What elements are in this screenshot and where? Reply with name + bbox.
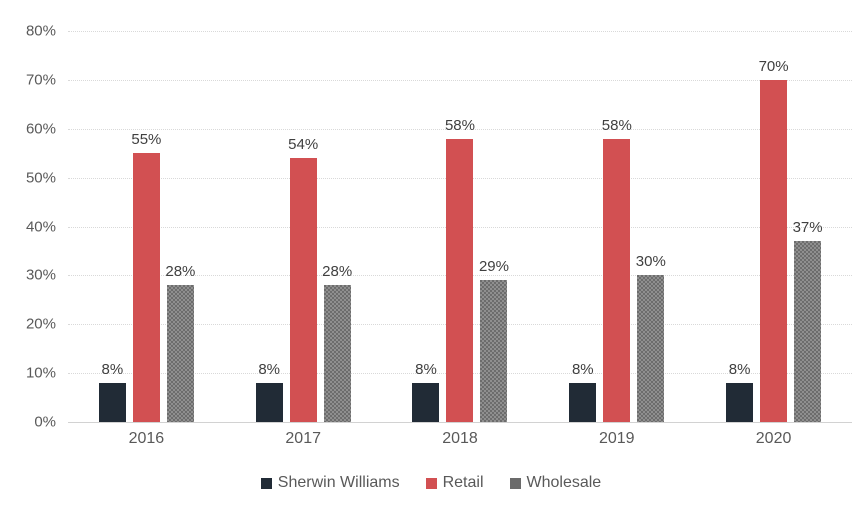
data-label: 8% <box>728 360 751 378</box>
data-label: 8% <box>258 360 281 378</box>
data-label: 58% <box>444 116 475 134</box>
data-label: 37% <box>792 219 823 237</box>
bar-group-2020: 8% 70% 37% <box>695 31 852 422</box>
x-tick-label-2016: 2016 <box>128 430 165 447</box>
y-tick-label: 20% <box>25 315 56 333</box>
bar-sherwin-williams-2020: 8% <box>726 361 754 422</box>
legend: Sherwin Williams Retail Wholesale <box>0 474 862 492</box>
bar-sherwin-williams-2019: 8% <box>569 361 597 422</box>
y-tick-label: 80% <box>25 22 56 40</box>
x-tick-label-2018: 2018 <box>442 430 478 447</box>
bar-groups: 8% 55% 28% 8% 54% 28% 8% 58% 29% 8% 58% 30% 8% 70% 37% <box>68 31 852 422</box>
data-label: 54% <box>288 136 319 154</box>
legend-label: Retail <box>442 474 484 491</box>
legend-label: Sherwin Williams <box>277 474 400 491</box>
bar-sherwin-williams-2017: 8% <box>255 361 283 422</box>
data-label: 8% <box>415 360 437 378</box>
legend-item-retail: Retail <box>425 474 484 492</box>
legend-marker-icon <box>509 477 521 489</box>
bar-retail-2017: 54% <box>288 136 318 422</box>
bar-group-2018: 8% 58% 29% <box>382 31 539 422</box>
bar-wholesale-2016: 28% <box>165 263 195 422</box>
bar-group-2016: 8% 55% 28% <box>68 31 225 422</box>
data-label: 8% <box>101 360 124 378</box>
y-tick-label: 0% <box>34 413 56 431</box>
x-tick-label-2019: 2019 <box>598 430 635 447</box>
data-label: 8% <box>571 360 594 378</box>
bar-wholesale-2018: 29% <box>479 258 509 422</box>
y-tick-label: 10% <box>25 364 56 382</box>
y-tick-label: 60% <box>25 120 56 138</box>
bar-wholesale-2019: 30% <box>636 253 666 422</box>
y-tick-label: 50% <box>25 169 56 187</box>
legend-item-wholesale: Wholesale <box>509 474 602 492</box>
bar-retail-2016: 55% <box>131 131 161 422</box>
y-tick-label: 70% <box>25 71 56 89</box>
plot-area: 8% 55% 28% 8% 54% 28% 8% 58% 29% 8% 58% 30% 8% 70% 37% <box>68 31 852 423</box>
x-tick-label-2020: 2020 <box>755 430 792 447</box>
data-label: 58% <box>601 116 632 134</box>
gridline <box>68 31 852 32</box>
legend-marker-icon <box>260 477 272 489</box>
gridline <box>68 79 852 81</box>
data-label: 28% <box>165 263 196 281</box>
data-label: 70% <box>758 57 789 75</box>
bar-group-2019: 8% 58% 30% <box>538 31 695 422</box>
bar-retail-2019: 58% <box>602 117 632 422</box>
data-label: 29% <box>478 258 509 276</box>
x-axis: 2016 2017 2018 2019 2020 <box>68 430 852 448</box>
x-tick-label-2017: 2017 <box>285 430 321 447</box>
bar-group-2017: 8% 54% 28% <box>225 31 382 422</box>
bar-retail-2018: 58% <box>445 117 475 422</box>
x-axis-line <box>68 422 852 423</box>
bar-wholesale-2020: 37% <box>793 219 823 422</box>
data-label: 28% <box>322 263 353 281</box>
gridline <box>68 128 852 130</box>
data-label: 55% <box>131 131 162 149</box>
bar-retail-2020: 70% <box>759 58 789 422</box>
legend-marker-icon <box>425 477 437 489</box>
legend-item-sherwin-williams: Sherwin Williams <box>260 474 400 492</box>
bar-wholesale-2017: 28% <box>322 263 352 422</box>
data-label: 30% <box>635 253 666 271</box>
bar-sherwin-williams-2018: 8% <box>412 361 440 422</box>
bar-sherwin-williams-2016: 8% <box>98 361 126 422</box>
legend-label: Wholesale <box>526 474 602 491</box>
y-tick-label: 40% <box>25 218 56 235</box>
y-tick-label: 30% <box>25 266 56 284</box>
